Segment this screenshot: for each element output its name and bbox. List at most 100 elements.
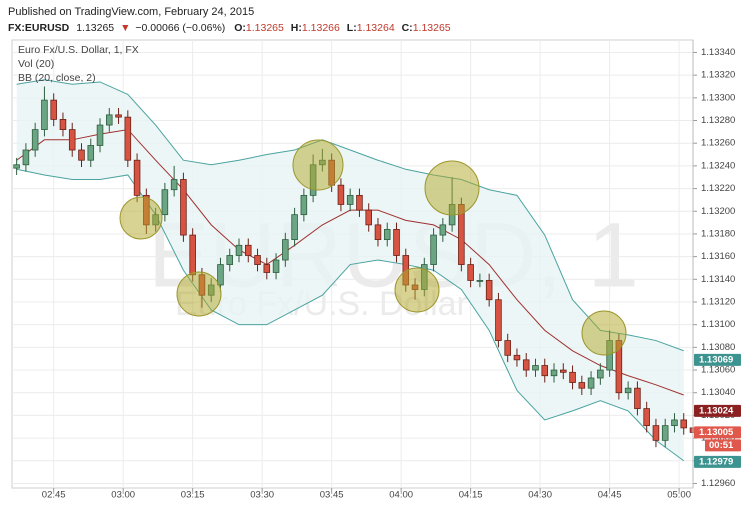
ohlc-value: 1.13265 <box>246 22 284 34</box>
legend: Euro Fx/U.S. Dollar, 1, FX Vol (20) BB (20… <box>18 44 139 84</box>
candle-body <box>532 365 539 371</box>
legend-entry: Euro Fx/U.S. Dollar, 1, FX <box>18 44 139 56</box>
y-tick-label: 1.13260 <box>701 138 735 149</box>
candle-body <box>485 280 493 301</box>
candle-body <box>115 114 122 118</box>
y-tick-label: 1.13160 <box>701 251 735 262</box>
y-tick-label: 1.13040 <box>701 387 735 398</box>
candle-body <box>624 387 632 394</box>
candle-body <box>180 179 187 236</box>
x-tick-label: 04:00 <box>389 490 413 501</box>
symbol: FX:EURUSD <box>8 22 70 34</box>
upper-band <box>16 79 684 352</box>
candle-body <box>522 359 530 371</box>
candle-body <box>96 124 104 146</box>
candle-body <box>476 280 484 282</box>
candle-body <box>504 340 511 356</box>
candle-body <box>597 369 604 379</box>
ohlc-key: H: <box>291 22 302 34</box>
candle-body <box>356 194 363 211</box>
candle-body <box>68 129 76 151</box>
candle-body <box>374 224 382 241</box>
candle-body <box>22 149 30 166</box>
x-tick-label: 04:45 <box>598 490 622 501</box>
candle-body <box>161 189 169 216</box>
y-tick-label: 1.13180 <box>701 228 735 239</box>
candle-body <box>124 116 132 161</box>
candle-body <box>430 234 437 265</box>
y-tick-label: 1.13100 <box>701 319 735 330</box>
candle-body <box>513 354 521 361</box>
y-tick-label: 1.13140 <box>701 274 735 285</box>
candle-body <box>578 382 586 389</box>
candle-body <box>634 387 641 410</box>
x-tick-label: 03:15 <box>181 490 205 501</box>
highlight-circle <box>119 196 163 240</box>
candle-body <box>272 259 280 273</box>
candle-body <box>106 114 113 126</box>
y-tick-label: 1.13280 <box>701 115 735 126</box>
last-value-badge <box>694 426 741 439</box>
x-tick-label: 03:30 <box>250 490 274 501</box>
candle-body <box>393 229 400 256</box>
countdown-label: 00:51 <box>709 440 734 451</box>
candle-body <box>495 299 502 341</box>
candle-body <box>235 244 243 256</box>
candle-body <box>244 244 252 256</box>
last-price: 1.13265 <box>76 22 114 34</box>
candle-body <box>87 145 95 161</box>
candle-body <box>467 264 474 281</box>
y-tick-label: 1.13240 <box>701 160 735 171</box>
candles <box>13 86 697 448</box>
candle-body <box>541 365 549 377</box>
y-tick-label: 1.13060 <box>701 365 735 376</box>
candle-body <box>346 194 354 205</box>
last-value-label: 1.13005 <box>699 427 734 438</box>
highlight-circles <box>119 139 627 356</box>
countdown-badge <box>705 439 741 452</box>
x-tick-label: 04:30 <box>528 490 552 501</box>
down-arrow: ▼ <box>120 22 130 34</box>
candle-body <box>383 229 391 241</box>
candle-body <box>365 209 372 226</box>
candle-body <box>50 99 57 120</box>
axes: 1.129601.129801.130001.130201.130401.130… <box>42 40 741 501</box>
candle-body <box>226 255 234 265</box>
last-value-badge <box>694 353 741 366</box>
candle-body <box>671 419 678 427</box>
x-tick-label: 05:00 <box>667 490 691 501</box>
x-tick-label: 04:15 <box>459 490 483 501</box>
highlight-circle <box>581 310 627 356</box>
ohlc-value: 1.13265 <box>413 22 451 34</box>
y-tick-label: 1.13300 <box>701 92 735 103</box>
candle-body <box>587 377 595 389</box>
candle-body <box>550 369 558 377</box>
candle-body <box>78 149 85 161</box>
highlight-circle <box>424 160 480 216</box>
y-tick-label: 1.13340 <box>701 47 735 58</box>
candle-body <box>337 184 345 205</box>
candle-body <box>59 118 67 130</box>
last-value-badge <box>694 455 741 468</box>
lower-band <box>16 168 685 462</box>
y-tick-label: 1.13320 <box>701 70 735 81</box>
last-value-label: 1.13024 <box>699 405 734 416</box>
ohlc-key: L: <box>347 22 357 34</box>
candle-body <box>569 371 576 383</box>
symbol-line: FX:EURUSD 1.13265 ▼ −0.00066 (−0.06%) O:… <box>8 22 451 34</box>
candle-body <box>680 419 688 429</box>
candle-body <box>291 214 298 241</box>
candle-body <box>254 255 261 265</box>
x-tick-label: 03:00 <box>111 490 135 501</box>
highlight-circle <box>176 271 222 317</box>
candle-body <box>263 264 271 273</box>
y-tick-label: 1.13200 <box>701 206 735 217</box>
y-tick-label: 1.12960 <box>701 478 735 489</box>
candle-body <box>31 129 39 151</box>
candle-body <box>13 164 20 169</box>
ohlc-value: 1.13264 <box>357 22 395 34</box>
y-tick-label: 1.13220 <box>701 183 735 194</box>
candle-body <box>652 425 660 441</box>
